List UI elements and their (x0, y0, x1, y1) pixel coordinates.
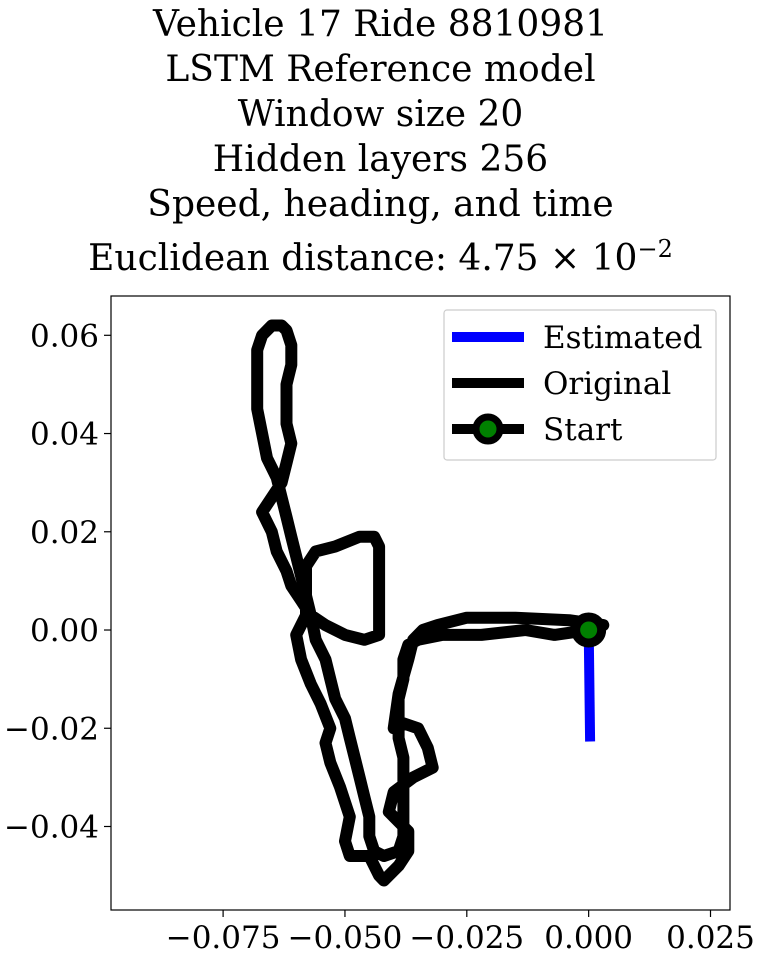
x-tick-label: 0.025 (666, 920, 755, 956)
y-tick-label: 0.06 (30, 318, 99, 354)
legend-start-label: Start (543, 412, 623, 448)
legend: Estimated Original Start (443, 309, 717, 461)
distance-mantissa: 4.75 (458, 238, 539, 279)
y-tick-label: 0.02 (30, 515, 99, 551)
distance-times: × (550, 238, 581, 279)
legend-start-marker (472, 413, 504, 445)
start-marker (571, 612, 607, 648)
title-line-2: LSTM Reference model (165, 49, 596, 90)
legend-box (443, 309, 717, 461)
x-tick-label: −0.050 (288, 920, 403, 956)
title-line-distance: Euclidean distance: 4.75 × 10−2 (0, 227, 761, 281)
x-tick-label: 0.000 (544, 920, 633, 956)
distance-exponent: −2 (637, 235, 673, 263)
distance-prefix: Euclidean distance: (88, 238, 459, 279)
series-estimated-line (583, 629, 596, 742)
title-line-5: Speed, heading, and time (147, 184, 614, 225)
y-tick-label: 0.04 (30, 417, 99, 453)
series-original-line (251, 319, 610, 887)
y-tick-label: −0.02 (4, 711, 99, 747)
axis-layer: −0.075 −0.050 −0.025 0.000 0.025 0.06 0.04 0.02… (4, 318, 755, 956)
plot-layer (251, 319, 610, 887)
x-tick-label: −0.025 (409, 920, 524, 956)
plot-frame (110, 295, 731, 911)
title-line-1: Vehicle 17 Ride 8810981 (152, 4, 609, 45)
legend-estimated-label: Estimated (543, 320, 702, 356)
chart-title: Vehicle 17 Ride 8810981 LSTM Reference m… (0, 2, 761, 281)
title-line-4: Hidden layers 256 (212, 139, 549, 180)
x-tick-label: −0.075 (166, 920, 281, 956)
title-line-3: Window size 20 (237, 94, 524, 135)
distance-base: 10 (591, 238, 638, 279)
legend-original-label: Original (543, 366, 671, 402)
y-tick-label: 0.00 (30, 613, 99, 649)
y-tick-label: −0.04 (4, 809, 99, 845)
